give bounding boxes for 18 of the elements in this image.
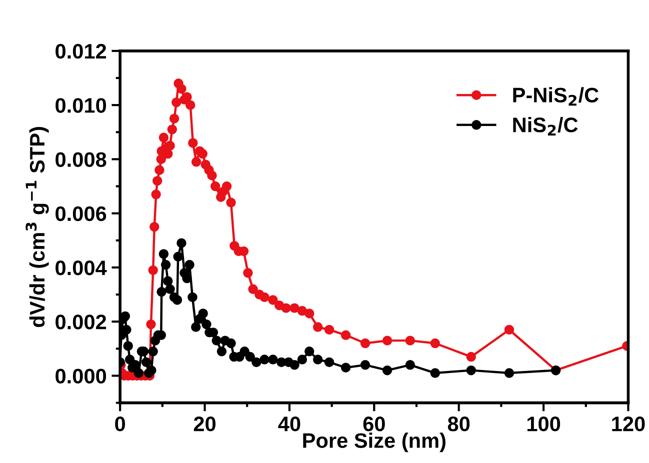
y-tick-label: 0.006 <box>56 206 106 222</box>
x-tick-label: 100 <box>527 416 560 432</box>
y-tick-label: 0.002 <box>56 314 106 330</box>
y-tick-label: 0.000 <box>56 368 106 384</box>
x-axis-title: Pore Size (nm) <box>303 432 446 452</box>
x-tick-label: 0 <box>115 416 126 432</box>
x-tick-label: 20 <box>194 416 216 432</box>
y-tick-label: 0.010 <box>56 98 106 113</box>
legend-label: P-NiS$_{2}$/C <box>513 87 599 106</box>
legend-label: NiS$_{2}$/C <box>513 117 578 136</box>
x-tick-label: 40 <box>278 416 300 432</box>
x-tick-label: 60 <box>363 416 385 432</box>
x-tick-label: 120 <box>612 416 645 432</box>
x-tick-label: 80 <box>448 416 470 432</box>
y-tick-label: 0.012 <box>56 44 106 59</box>
y-axis-title: dV/dr (cm$^{3}$ g$^{−1}$ STP) <box>26 127 49 328</box>
y-tick-label: 0.008 <box>56 152 106 167</box>
y-tick-label: 0.004 <box>56 260 107 276</box>
